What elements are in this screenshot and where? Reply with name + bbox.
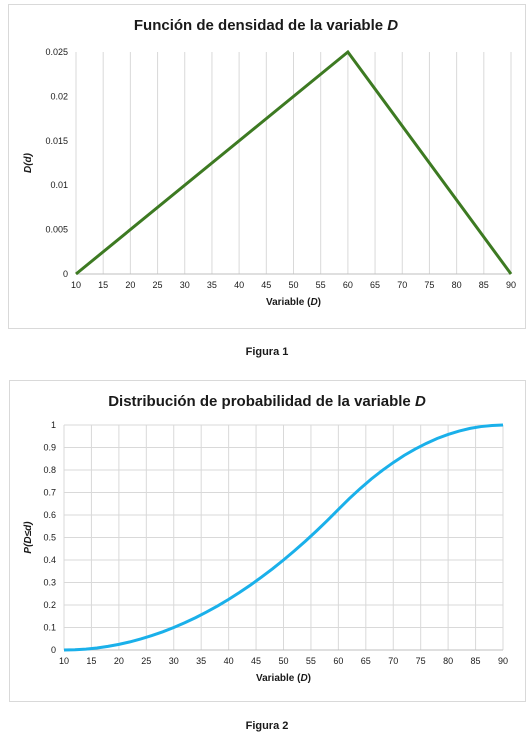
distribution-chart-panel: Distribución de probabilidad de la varia… xyxy=(9,380,526,702)
x-tick-label: 30 xyxy=(169,656,179,666)
x-tick-label: 25 xyxy=(153,280,163,290)
series-line xyxy=(75,49,513,276)
x-tick-label: 35 xyxy=(207,280,217,290)
x-axis-label-text: Variable ( xyxy=(256,673,301,684)
distribution-chart: Distribución de probabilidad de la varia… xyxy=(23,393,508,684)
y-tick-label: 0 xyxy=(51,645,56,655)
x-tick-label: 25 xyxy=(141,656,151,666)
x-tick-label: 55 xyxy=(316,280,326,290)
density-chart-panel: Función de densidad de la variable D 10 15… xyxy=(8,4,526,329)
y-tick-label: 0.3 xyxy=(43,578,56,588)
x-tick-label: 85 xyxy=(479,280,489,290)
x-tick-label: 45 xyxy=(261,280,271,290)
x-tick-label: 65 xyxy=(370,280,380,290)
x-tick-label: 10 xyxy=(71,280,81,290)
y-axis-label: D(d) xyxy=(23,152,34,173)
x-tick-label: 85 xyxy=(471,656,481,666)
y-tick-label: 0.005 xyxy=(45,225,68,235)
x-axis-label-text: Variable ( xyxy=(266,297,311,308)
y-tick-label: 0.02 xyxy=(50,91,68,101)
y-tick-label: 0.4 xyxy=(43,555,56,565)
x-tick-label: 80 xyxy=(443,656,453,666)
y-tick-label: 0.2 xyxy=(43,600,56,610)
x-axis-label-variable: D xyxy=(310,297,317,308)
y-axis-label: P(D≤d) xyxy=(23,521,34,554)
x-axis-label-close: ) xyxy=(318,297,321,308)
density-chart: Función de densidad de la variable D 10 15… xyxy=(23,17,516,308)
y-tick-label: 0.6 xyxy=(43,510,56,520)
chart-title-variable: D xyxy=(387,17,398,34)
x-tick-label: 75 xyxy=(424,280,434,290)
y-tick-label: 0.8 xyxy=(43,465,56,475)
x-tick-label: 45 xyxy=(251,656,261,666)
y-tick-label: 0.015 xyxy=(45,136,68,146)
x-tick-label: 90 xyxy=(506,280,516,290)
x-axis-label: Variable (D) xyxy=(256,673,311,684)
series-line xyxy=(63,423,504,652)
x-axis-label-variable: D xyxy=(300,673,307,684)
chart-title: Distribución de probabilidad de la varia… xyxy=(108,393,426,410)
x-tick-label: 15 xyxy=(86,656,96,666)
x-tick-label: 10 xyxy=(59,656,69,666)
y-tick-label: 0.025 xyxy=(45,47,68,57)
x-tick-label: 20 xyxy=(114,656,124,666)
x-tick-label: 60 xyxy=(343,280,353,290)
y-tick-label: 0 xyxy=(63,269,68,279)
chart-title-variable: D xyxy=(415,393,426,410)
x-tick-label: 50 xyxy=(278,656,288,666)
x-tick-label: 60 xyxy=(333,656,343,666)
chart-title-text: Función de densidad de la variable xyxy=(134,17,387,34)
x-tick-label: 65 xyxy=(361,656,371,666)
x-axis-label: Variable (D) xyxy=(266,297,321,308)
y-tick-label: 0.5 xyxy=(43,533,56,543)
x-tick-label: 90 xyxy=(498,656,508,666)
x-tick-label: 40 xyxy=(234,280,244,290)
x-tick-label: 80 xyxy=(452,280,462,290)
y-tick-label: 0.7 xyxy=(43,488,56,498)
y-tick-label: 0.1 xyxy=(43,623,56,633)
x-tick-label: 55 xyxy=(306,656,316,666)
figure-2-caption: Figura 2 xyxy=(245,720,289,732)
x-tick-label: 40 xyxy=(224,656,234,666)
x-tick-label: 35 xyxy=(196,656,206,666)
x-tick-label: 50 xyxy=(288,280,298,290)
x-axis-label-close: ) xyxy=(308,673,311,684)
figure-1-caption: Figura 1 xyxy=(245,346,289,358)
x-tick-label: 30 xyxy=(180,280,190,290)
x-tick-label: 70 xyxy=(388,656,398,666)
chart-title-text: Distribución de probabilidad de la varia… xyxy=(108,393,415,410)
y-tick-label: 0.9 xyxy=(43,443,56,453)
x-tick-label: 75 xyxy=(416,656,426,666)
chart-title: Función de densidad de la variable D xyxy=(134,17,398,34)
x-tick-label: 70 xyxy=(397,280,407,290)
x-tick-label: 15 xyxy=(98,280,108,290)
y-tick-label: 0.01 xyxy=(50,180,68,190)
y-tick-label: 1 xyxy=(51,420,56,430)
x-tick-label: 20 xyxy=(125,280,135,290)
